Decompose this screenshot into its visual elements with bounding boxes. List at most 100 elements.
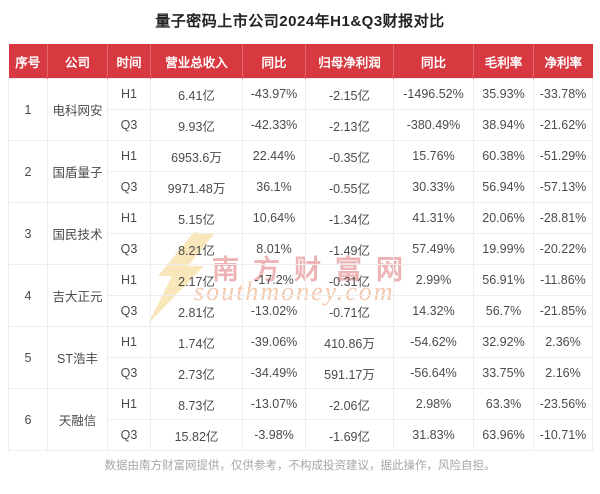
net-margin-cell: -23.56% (533, 388, 593, 420)
period-cell: H1 (107, 140, 151, 172)
revenue-cell: 5.15亿 (150, 202, 243, 234)
revenue-cell: 2.17亿 (150, 264, 243, 296)
company-index-cell: 2 (8, 140, 48, 203)
table-row: 1 电科网安 H1 6.41亿 -43.97% -2.15亿 -1496.52% 35.93%… (8, 78, 593, 141)
revenue-cell: 2.81亿 (150, 295, 243, 327)
net-margin-cell: -28.81% (533, 202, 593, 234)
company-name-cell: 天融信 (47, 388, 108, 451)
profit-yoy-cell: 2.99% (393, 264, 474, 296)
gross-margin-cell: 35.93% (473, 78, 534, 110)
gross-margin-cell: 38.94% (473, 109, 534, 141)
company-index-cell: 5 (8, 326, 48, 389)
gross-margin-cell: 19.99% (473, 233, 534, 265)
table-body: 1 电科网安 H1 6.41亿 -43.97% -2.15亿 -1496.52% 35.93%… (8, 78, 593, 451)
table-row: 5 ST浩丰 H1 1.74亿 -39.06% 410.86万 -54.62% 32.92% 2… (8, 326, 593, 389)
company-index-cell: 3 (8, 202, 48, 265)
col-header-profit-yoy: 同比 (393, 44, 474, 79)
col-header-period: 时间 (107, 44, 151, 79)
period-cell: Q3 (107, 233, 151, 265)
profit-yoy-cell: -54.62% (393, 326, 474, 358)
col-header-company: 公司 (47, 44, 108, 79)
table-row: 3 国民技术 H1 5.15亿 10.64% -1.34亿 41.31% 20.06% -28.… (8, 202, 593, 265)
revenue-yoy-cell: 10.64% (242, 202, 306, 234)
company-name-cell: 国盾量子 (47, 140, 108, 203)
revenue-cell: 1.74亿 (150, 326, 243, 358)
net-profit-cell: -0.31亿 (305, 264, 394, 296)
revenue-yoy-cell: 22.44% (242, 140, 306, 172)
revenue-cell: 9.93亿 (150, 109, 243, 141)
revenue-yoy-cell: -39.06% (242, 326, 306, 358)
net-margin-cell: -21.62% (533, 109, 593, 141)
net-margin-cell: -21.85% (533, 295, 593, 327)
period-cell: H1 (107, 326, 151, 358)
col-header-net-margin: 净利率 (533, 44, 593, 79)
period-cell: H1 (107, 264, 151, 296)
company-index-cell: 1 (8, 78, 48, 141)
profit-yoy-cell: -56.64% (393, 357, 474, 389)
net-profit-cell: 591.17万 (305, 357, 394, 389)
company-name-cell: 吉大正元 (47, 264, 108, 327)
period-cell: Q3 (107, 419, 151, 451)
gross-margin-cell: 60.38% (473, 140, 534, 172)
gross-margin-cell: 63.3% (473, 388, 534, 420)
period-cell: Q3 (107, 171, 151, 203)
profit-yoy-cell: 57.49% (393, 233, 474, 265)
table-row: 4 吉大正元 H1 2.17亿 -17.2% -0.31亿 2.99% 56.91% -11.8… (8, 264, 593, 327)
net-profit-cell: -2.13亿 (305, 109, 394, 141)
revenue-cell: 8.21亿 (150, 233, 243, 265)
profit-yoy-cell: -380.49% (393, 109, 474, 141)
company-name-cell: 电科网安 (47, 78, 108, 141)
table-row: Q3 9971.48万 36.1% -0.55亿 30.33% 56.94% -57.13% (9, 171, 593, 203)
revenue-yoy-cell: -34.49% (242, 357, 306, 389)
revenue-yoy-cell: -13.07% (242, 388, 306, 420)
disclaimer-text: 数据由南方财富网提供，仅供参考，不构成投资建议，据此操作，风险自担。 (104, 460, 496, 472)
net-profit-cell: -1.34亿 (305, 202, 394, 234)
net-profit-cell: -1.49亿 (305, 233, 394, 265)
company-name-cell: ST浩丰 (47, 326, 108, 389)
revenue-yoy-cell: -3.98% (242, 419, 306, 451)
page-title: 量子密码上市公司2024年H1&Q3财报对比 (155, 13, 445, 30)
revenue-yoy-cell: 36.1% (242, 171, 306, 203)
gross-margin-cell: 32.92% (473, 326, 534, 358)
table-header-row: 序号 公司 时间 营业总收入 同比 归母净利润 同比 毛利率 净利率 (8, 44, 593, 79)
revenue-cell: 6953.6万 (150, 140, 243, 172)
revenue-yoy-cell: -17.2% (242, 264, 306, 296)
net-margin-cell: 2.16% (533, 357, 593, 389)
company-index-cell: 6 (8, 388, 48, 451)
table-row: Q3 8.21亿 8.01% -1.49亿 57.49% 19.99% -20.22% (9, 233, 593, 265)
revenue-yoy-cell: -43.97% (242, 78, 306, 110)
table-row: Q3 9.93亿 -42.33% -2.13亿 -380.49% 38.94% -21.62… (9, 109, 593, 141)
net-profit-cell: -0.71亿 (305, 295, 394, 327)
profit-yoy-cell: 31.83% (393, 419, 474, 451)
col-header-revenue-yoy: 同比 (242, 44, 306, 79)
gross-margin-cell: 20.06% (473, 202, 534, 234)
profit-yoy-cell: -1496.52% (393, 78, 474, 110)
net-profit-cell: -0.35亿 (305, 140, 394, 172)
net-margin-cell: -33.78% (533, 78, 593, 110)
profit-yoy-cell: 30.33% (393, 171, 474, 203)
gross-margin-cell: 56.94% (473, 171, 534, 203)
profit-yoy-cell: 2.98% (393, 388, 474, 420)
revenue-cell: 15.82亿 (150, 419, 243, 451)
gross-margin-cell: 56.91% (473, 264, 534, 296)
gross-margin-cell: 33.75% (473, 357, 534, 389)
net-margin-cell: -10.71% (533, 419, 593, 451)
net-margin-cell: -11.86% (533, 264, 593, 296)
revenue-yoy-cell: -13.02% (242, 295, 306, 327)
col-header-revenue: 营业总收入 (150, 44, 243, 79)
period-cell: Q3 (107, 295, 151, 327)
net-margin-cell: -20.22% (533, 233, 593, 265)
net-profit-cell: -0.55亿 (305, 171, 394, 203)
period-cell: H1 (107, 388, 151, 420)
profit-yoy-cell: 14.32% (393, 295, 474, 327)
profit-yoy-cell: 15.76% (393, 140, 474, 172)
table-row: 6 天融信 H1 8.73亿 -13.07% -2.06亿 2.98% 63.3% -23.56… (8, 388, 593, 451)
col-header-net-profit: 归母净利润 (305, 44, 394, 79)
net-margin-cell: -57.13% (533, 171, 593, 203)
net-profit-cell: 410.86万 (305, 326, 394, 358)
revenue-yoy-cell: 8.01% (242, 233, 306, 265)
revenue-cell: 9971.48万 (150, 171, 243, 203)
company-name-cell: 国民技术 (47, 202, 108, 265)
revenue-cell: 6.41亿 (150, 78, 243, 110)
